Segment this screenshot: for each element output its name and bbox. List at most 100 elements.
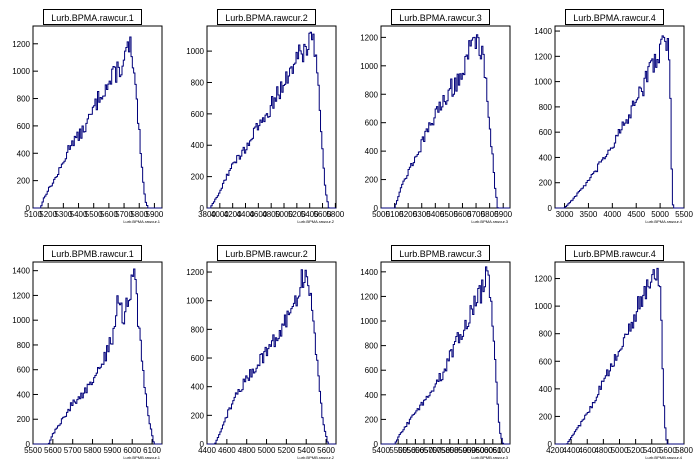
y-tick-label: 1400 <box>360 268 378 277</box>
x-tick-label: 4000 <box>603 210 621 219</box>
y-tick-label: 200 <box>539 179 553 188</box>
histogram-panel: 0 200 400 600 800 1000 1200 1400 5500 5600 5700 580… <box>0 236 174 472</box>
x-tick-label: 5500 <box>85 210 103 219</box>
y-tick-label: 1000 <box>12 316 30 325</box>
x-axis-title: Lurb.BPMB.rawcur.4 <box>645 455 682 460</box>
y-tick-label: 0 <box>26 440 31 449</box>
y-tick-label: 400 <box>191 383 205 392</box>
histogram-title: Lurb.BPMB.rawcur.3 <box>391 245 490 261</box>
x-tick-label: 4600 <box>249 210 267 219</box>
plot-frame <box>206 261 337 445</box>
y-tick-label: 400 <box>365 391 379 400</box>
y-tick-label: 0 <box>200 204 205 213</box>
x-tick-label: 5550 <box>398 446 416 455</box>
x-tick-label: 5500 <box>24 446 42 455</box>
x-tick-label: 5600 <box>659 446 677 455</box>
x-tick-label: 4400 <box>237 210 255 219</box>
y-tick-label: 600 <box>365 119 379 128</box>
histogram-plot: 0 200 400 600 800 1000 1200 1400 5500 5600 5700 580… <box>12 261 163 460</box>
x-tick-label: 3800 <box>198 210 216 219</box>
y-tick-label: 1400 <box>534 27 552 36</box>
y-tick-label: 0 <box>548 204 553 213</box>
y-tick-label: 800 <box>539 103 553 112</box>
histogram-plot: 0 200 400 600 800 1000 1200 5100520053005400550… <box>12 25 164 224</box>
y-tick-label: 400 <box>17 390 31 399</box>
x-tick-label: 4800 <box>594 446 612 455</box>
y-tick-label: 1200 <box>360 292 378 301</box>
x-tick-label: 6100 <box>143 446 161 455</box>
x-tick-label: 3000 <box>556 210 574 219</box>
x-tick-label: 6050 <box>484 446 502 455</box>
x-tick-label: 5600 <box>100 210 118 219</box>
x-tick-label: 5200 <box>399 210 417 219</box>
x-tick-label: 4800 <box>262 210 280 219</box>
y-tick-label: 0 <box>374 204 379 213</box>
y-tick-label: 200 <box>191 173 205 182</box>
histogram-panel: 0 200 400 600 800 1000 1200 1400 5400 5500 5550 560… <box>348 236 522 472</box>
x-tick-label: 5600 <box>454 210 472 219</box>
y-tick-label: 600 <box>17 122 31 131</box>
y-tick-label: 1200 <box>534 275 552 284</box>
x-tick-label: 5500 <box>389 446 407 455</box>
x-tick-label: 5900 <box>494 210 512 219</box>
histogram-plot: 0 200 400 600 800 1000 38004000420044004600480… <box>186 25 345 224</box>
y-tick-label: 200 <box>539 412 553 421</box>
histogram-panel: 0 200 400 600 800 1000 3800 4000 4200 4400 4600 480… <box>174 0 348 236</box>
x-tick-label: 5100 <box>24 210 42 219</box>
x-tick-label: 5600 <box>44 446 62 455</box>
x-tick-label: 4200 <box>224 210 242 219</box>
x-axis-title: Lurb.BPMA.rawcur.4 <box>645 219 682 224</box>
histogram-title: Lurb.BPMB.rawcur.2 <box>217 245 316 261</box>
x-tick-label: 6000 <box>475 446 493 455</box>
y-tick-label: 0 <box>548 440 553 449</box>
x-tick-label: 5000 <box>275 210 293 219</box>
x-tick-label: 5700 <box>64 446 82 455</box>
x-tick-label: 5400 <box>372 446 390 455</box>
plot-frame <box>380 25 511 209</box>
x-tick-label: 3500 <box>580 210 598 219</box>
x-tick-label: 5800 <box>84 446 102 455</box>
y-tick-label: 1200 <box>534 52 552 61</box>
y-tick-label: 400 <box>539 153 553 162</box>
histogram-series <box>555 267 684 445</box>
x-tick-label: 5800 <box>675 446 693 455</box>
histogram-series <box>33 268 162 445</box>
y-tick-label: 400 <box>539 385 553 394</box>
x-tick-label: 5950 <box>467 446 485 455</box>
x-tick-label: 5750 <box>432 446 450 455</box>
x-tick-label: 6100 <box>493 446 511 455</box>
x-axis-title: Lurb.BPMB.rawcur.3 <box>471 455 508 460</box>
y-tick-label: 400 <box>191 141 205 150</box>
y-tick-label: 800 <box>365 342 379 351</box>
x-tick-label: 5000 <box>611 446 629 455</box>
x-tick-label: 4600 <box>578 446 596 455</box>
x-tick-label: 4000 <box>211 210 229 219</box>
y-tick-label: 600 <box>17 366 31 375</box>
y-tick-label: 0 <box>26 204 31 213</box>
x-tick-label: 5900 <box>146 210 164 219</box>
x-tick-label: 5700 <box>115 210 133 219</box>
y-tick-label: 600 <box>191 354 205 363</box>
y-tick-label: 800 <box>17 341 31 350</box>
x-tick-label: 4400 <box>562 446 580 455</box>
x-tick-label: 5400 <box>297 446 315 455</box>
y-tick-label: 1000 <box>534 302 552 311</box>
y-tick-label: 0 <box>200 440 205 449</box>
y-tick-label: 800 <box>191 325 205 334</box>
y-tick-label: 400 <box>365 147 379 156</box>
histogram-series <box>555 35 684 209</box>
x-tick-label: 5500 <box>440 210 458 219</box>
x-tick-label: 5300 <box>54 210 72 219</box>
plot-frame <box>32 25 163 209</box>
y-tick-label: 600 <box>365 366 379 375</box>
y-tick-label: 800 <box>539 330 553 339</box>
x-tick-label: 5000 <box>651 210 669 219</box>
y-tick-label: 600 <box>539 128 553 137</box>
plot-frame <box>380 261 511 445</box>
histogram-panel: 0 200 400 600 800 1000 1200 5000 5100 5200 5300 540… <box>348 0 522 236</box>
histogram-plot: 0 200 400 600 800 1000 1200 5000510052005300540… <box>360 25 513 224</box>
histogram-plot: 0 200 400 600 800 1000 1200 4200440046004800500… <box>534 261 693 460</box>
x-tick-label: 5500 <box>675 210 693 219</box>
x-tick-label: 4800 <box>238 446 256 455</box>
x-tick-label: 4200 <box>546 446 564 455</box>
